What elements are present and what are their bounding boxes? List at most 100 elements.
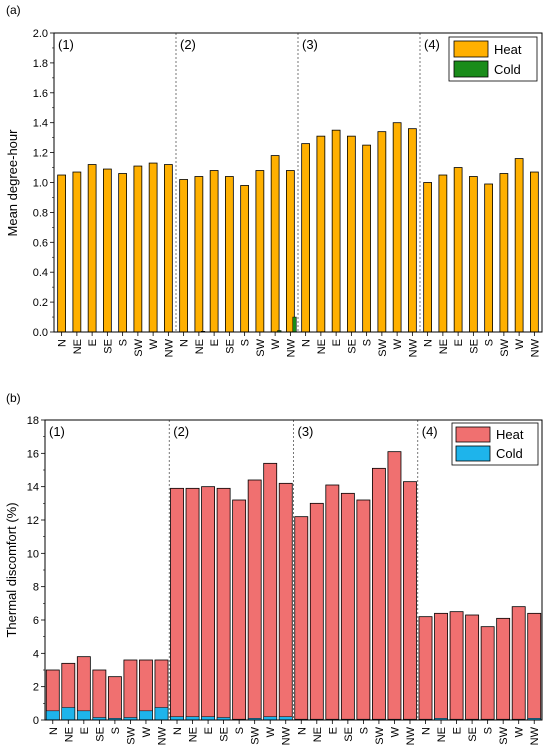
group-label: (3)	[298, 424, 314, 439]
y-tick-label: 1.0	[33, 178, 48, 190]
x-tick-label: N	[179, 339, 191, 347]
y-tick-label: 0.2	[33, 297, 48, 309]
x-tick-label: S	[234, 727, 246, 734]
x-tick-label: NW	[285, 338, 297, 357]
y-tick-label: 4	[33, 648, 39, 660]
heat-bar-b-4-e	[449, 611, 464, 721]
heat-bar-a-1-n	[57, 174, 66, 333]
y-tick-label: 14	[27, 482, 39, 494]
heat-bar-b-3-se	[340, 492, 355, 721]
y-tick-label: 10	[27, 548, 39, 560]
x-tick-label: N	[172, 727, 184, 735]
heat-bar-a-2-ne	[194, 176, 204, 333]
heat-bar-a-4-e	[453, 167, 463, 333]
group-label: (4)	[422, 424, 438, 439]
x-tick-label: NW	[407, 338, 419, 357]
heat-bar-b-2-w	[263, 462, 278, 721]
heat-bar-b-3-s	[356, 499, 371, 721]
heat-bar-a-2-e	[209, 170, 219, 333]
x-tick-label: NW	[163, 338, 175, 357]
heat-bar-b-1-se	[92, 669, 107, 721]
cold-bar-b-1-n	[45, 710, 60, 721]
heat-bar-a-4-sw	[499, 173, 509, 333]
heat-bar-b-4-ne	[434, 612, 448, 721]
x-tick-label: E	[79, 727, 91, 734]
legend-heat-label-a: Heat	[494, 42, 522, 57]
x-tick-label: NE	[72, 339, 84, 354]
y-tick-label: 2.0	[33, 28, 48, 40]
x-tick-label: SW	[125, 726, 137, 744]
x-tick-label: SE	[94, 727, 106, 742]
x-tick-label: W	[389, 726, 401, 737]
heat-bar-a-2-n	[179, 179, 188, 333]
cold-bar-b-1-w	[139, 710, 153, 721]
cold-bar-b-1-e	[77, 710, 91, 721]
x-tick-label: E	[452, 727, 464, 734]
x-tick-label: NE	[194, 339, 206, 354]
x-tick-label: SW	[498, 726, 510, 744]
heat-bar-b-2-nw	[278, 482, 293, 721]
y-tick-label: 12	[27, 515, 39, 527]
heat-bar-b-2-sw	[247, 479, 262, 721]
x-tick-label: NE	[316, 339, 328, 354]
cold-bar-b-1-nw	[154, 707, 169, 721]
x-tick-label: N	[296, 727, 308, 735]
x-tick-label: SW	[374, 726, 386, 744]
x-tick-label: NE	[188, 727, 200, 742]
legend-heat-swatch-b	[455, 426, 491, 443]
x-tick-label: SE	[102, 339, 114, 354]
x-tick-label: S	[362, 339, 374, 346]
y-tick-label: 0.8	[33, 207, 48, 219]
x-tick-label: SE	[346, 339, 358, 354]
heat-bar-a-3-s	[362, 144, 371, 333]
x-tick-label: W	[270, 338, 282, 349]
x-tick-label: SE	[467, 727, 479, 742]
x-tick-label: S	[240, 339, 252, 346]
x-tick-label: E	[331, 339, 343, 346]
group-label: (4)	[424, 37, 440, 52]
panel-label-a: (a)	[6, 3, 21, 17]
x-tick-label: SE	[219, 727, 231, 742]
heat-bar-b-2-ne	[185, 487, 200, 721]
x-tick-label: W	[392, 338, 404, 349]
x-tick-label: N	[421, 727, 433, 735]
y-tick-label: 18	[27, 415, 39, 427]
heat-bar-a-4-nw	[530, 171, 539, 333]
x-tick-label: SE	[343, 727, 355, 742]
heat-bar-b-2-n	[170, 487, 184, 721]
heat-bar-a-4-ne	[438, 174, 448, 333]
heat-bar-b-4-nw	[527, 612, 542, 721]
legend-cold-label-a: Cold	[494, 62, 521, 77]
heat-bar-a-4-n	[423, 182, 432, 333]
heat-bar-a-3-se	[347, 135, 356, 333]
legend-b: Heat Cold	[451, 422, 539, 466]
y-tick-label: 8	[33, 582, 39, 594]
heat-bar-a-2-nw	[286, 170, 295, 333]
heat-bar-a-1-e	[87, 164, 97, 333]
x-tick-label: NW	[529, 338, 541, 357]
heat-bar-b-1-sw	[123, 659, 138, 721]
y-tick-label: 1.4	[33, 118, 48, 130]
heat-bar-b-3-sw	[371, 467, 386, 721]
x-tick-label: N	[48, 727, 60, 735]
x-tick-label: NW	[529, 726, 541, 745]
y-tick-label: 16	[27, 448, 39, 460]
heat-bar-a-2-w	[270, 155, 280, 333]
heat-bar-a-3-w	[392, 122, 402, 333]
x-tick-label: NW	[281, 726, 293, 745]
x-tick-label: SW	[133, 338, 145, 356]
x-tick-label: NW	[405, 726, 417, 745]
group-label: (1)	[49, 424, 65, 439]
heat-bar-b-4-n	[418, 616, 433, 721]
y-tick-label: 0.6	[33, 237, 48, 249]
x-tick-label: N	[423, 339, 435, 347]
group-label: (3)	[302, 37, 318, 52]
heat-bar-b-3-ne	[309, 502, 324, 721]
heat-bar-a-3-ne	[316, 135, 326, 333]
x-tick-label: E	[327, 727, 339, 734]
heat-bar-a-4-se	[469, 176, 478, 333]
heat-bar-b-1-e	[76, 656, 91, 721]
